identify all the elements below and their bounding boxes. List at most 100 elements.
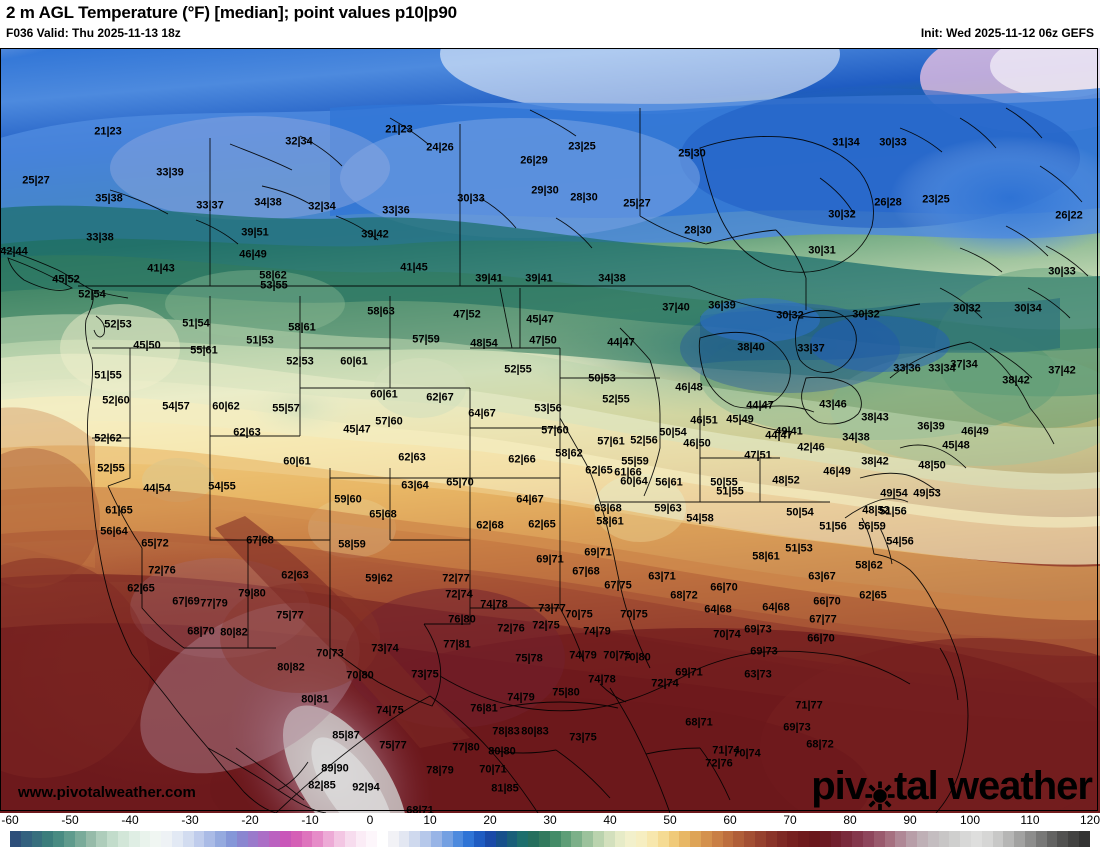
point-value-label: 51|53 [785,542,813,555]
valid-time-label: F036 Valid: Thu 2025-11-13 18z [6,26,181,40]
colorbar[interactable]: -60 -50 -40 -30 -20 -10 0 10 20 30 40 50 60 70 80 90 100… [0,813,1100,850]
colorbar-tick-labels: -60 -50 -40 -30 -20 -10 0 10 20 30 40 50 60 70 80 90 100… [0,813,1100,831]
colorbar-swatch [215,831,226,847]
colorbar-swatch [1057,831,1069,847]
point-value-label: 41|45 [400,261,428,274]
point-value-label: 42|44 [0,245,28,258]
point-value-label: 25|30 [678,147,706,160]
point-value-label: 47|51 [744,449,772,462]
colorbar-swatch [852,831,863,847]
point-value-label: 25|27 [22,174,50,187]
colorbar-tick: 110 [1020,813,1040,827]
point-value-label: 70|71 [479,763,507,776]
point-value-label: 38|42 [861,455,889,468]
colorbar-swatch [1014,831,1025,847]
site-url-watermark: www.pivotalweather.com [18,784,196,801]
colorbar-swatch [485,831,496,847]
colorbar-swatch [1078,831,1090,847]
point-value-label: 42|46 [797,441,825,454]
colorbar-swatch [182,831,194,847]
colorbar-tick: -10 [301,813,319,827]
colorbar-swatch [679,831,691,847]
point-value-label: 58|61 [752,550,780,563]
point-value-label: 62|66 [508,453,536,466]
point-value-label: 62|65 [585,464,613,477]
colorbar-swatch [279,831,291,847]
point-value-label: 46|50 [683,437,711,450]
colorbar-swatch [1068,831,1079,847]
point-value-label: 45|49 [726,413,754,426]
colorbar-tick: -30 [181,813,199,827]
colorbar-tick: -20 [241,813,259,827]
colorbar-swatch [625,831,637,847]
colorbar-swatch [474,831,486,847]
point-value-label: 66|70 [710,581,738,594]
point-value-label: 24|26 [426,141,454,154]
colorbar-swatch [992,831,1004,847]
colorbar-swatch [744,831,755,847]
point-value-label: 49|53 [913,487,941,500]
point-value-label: 46|49 [239,248,267,261]
temperature-map[interactable]: 21|23 32|34 21|23 24|26 26|29 23|25 25|30 31|34… [0,48,1100,813]
colorbar-swatch [830,831,842,847]
colorbar-swatch [787,831,799,847]
point-value-label: 68|71 [406,804,434,813]
point-value-label: 76|80 [448,613,476,626]
point-value-label: 64|67 [516,493,544,506]
logo-text-second: tal weather [894,764,1093,808]
colorbar-swatch [938,831,950,847]
point-value-label: 80|82 [220,626,248,639]
colorbar-swatch [539,831,550,847]
point-value-label: 34|38 [254,196,282,209]
point-value-label: 39|41 [525,272,553,285]
point-value-label: 72|77 [442,572,470,585]
point-value-label: 25|27 [623,197,651,210]
point-value-label: 58|62 [259,269,287,282]
point-value-label: 45|47 [526,313,554,326]
colorbar-tick: 90 [903,813,917,827]
point-value-label: 55|59 [621,455,649,468]
point-value-label: 30|32 [776,309,804,322]
point-value-label: 45|52 [52,273,80,286]
colorbar-swatch [74,831,86,847]
point-value-label: 36|39 [917,420,945,433]
point-value-label: 62|67 [426,391,454,404]
point-value-label: 76|81 [470,702,498,715]
point-value-label: 68|72 [806,738,834,751]
point-value-label: 51|53 [246,334,274,347]
point-value-label: 72|74 [445,588,473,601]
point-value-label: 48|52 [862,504,890,517]
point-value-label: 50|54 [786,506,814,519]
point-value-label: 39|42 [361,228,389,241]
point-value-label: 72|76 [148,564,176,577]
colorbar-swatch [1046,831,1058,847]
point-value-label: 57|61 [597,435,625,448]
colorbar-swatch [150,831,162,847]
point-value-label: 45|48 [942,439,970,452]
colorbar-swatch [495,831,507,847]
point-value-label: 33|37 [797,342,825,355]
colorbar-swatch [441,831,453,847]
point-value-label: 56|64 [100,525,128,538]
point-value-label: 51|55 [94,369,122,382]
point-value-label: 60|64 [620,475,648,488]
point-value-label: 67|68 [246,534,274,547]
point-value-label: 92|94 [352,781,380,794]
colorbar-swatch [431,831,442,847]
point-value-label: 52|55 [504,363,532,376]
point-value-label: 37|34 [950,358,978,371]
colorbar-swatch [916,831,928,847]
point-value-label: 77|80 [452,741,480,754]
colorbar-swatch [1003,831,1015,847]
colorbar-gradient[interactable] [10,831,1090,847]
point-value-label: 30|32 [953,302,981,315]
point-value-label: 32|34 [308,200,336,213]
colorbar-swatch [970,831,982,847]
colorbar-swatch [506,831,518,847]
init-time-label: Init: Wed 2025-11-12 06z GEFS [920,26,1094,40]
point-value-label: 45|47 [343,423,371,436]
point-value-label: 69|71 [536,553,564,566]
point-value-label: 48|52 [772,474,800,487]
point-value-label: 49|54 [880,487,908,500]
